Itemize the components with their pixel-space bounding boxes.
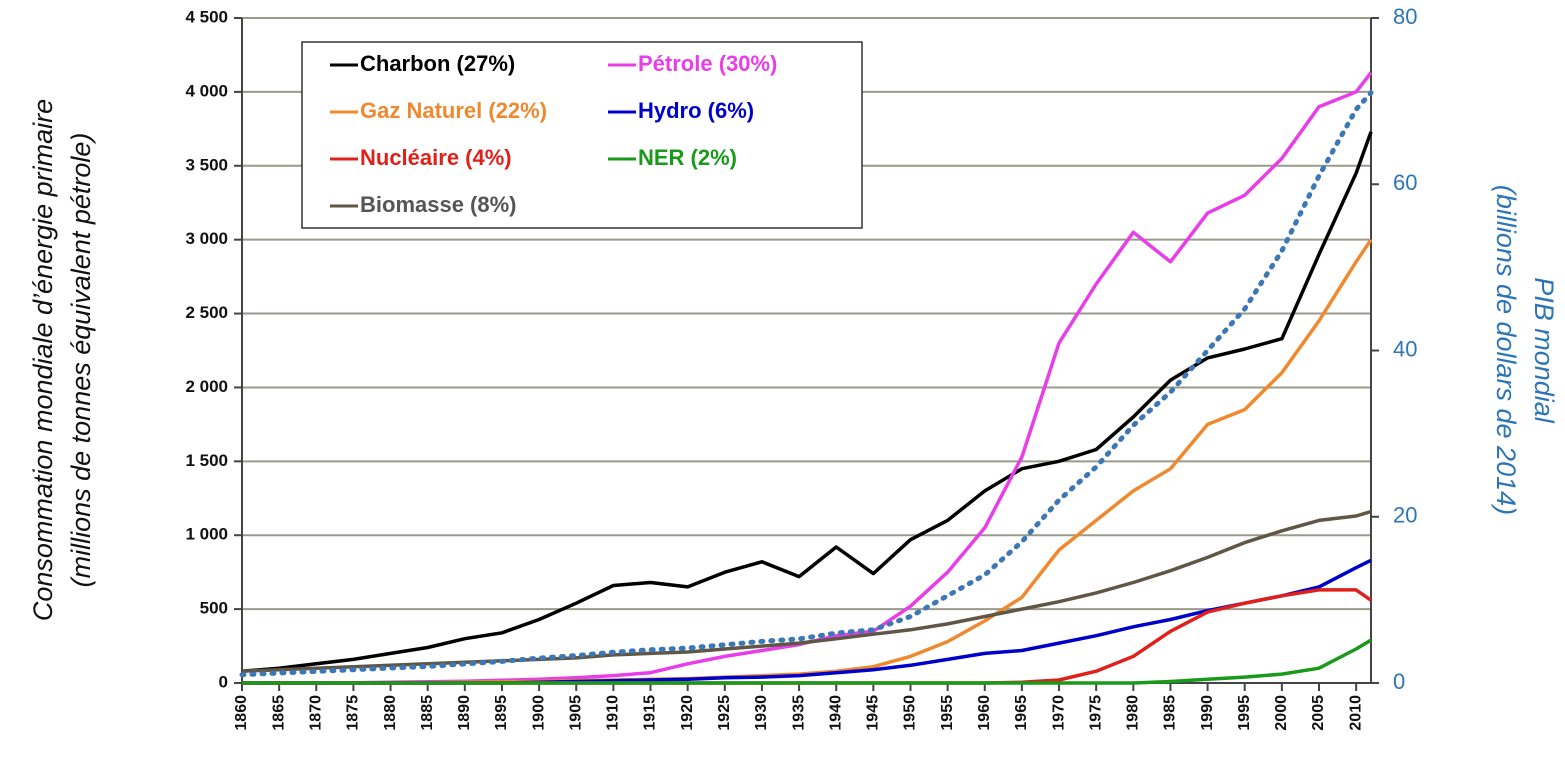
x-tick-label: 1875 bbox=[345, 695, 362, 731]
x-tick-label: 1965 bbox=[1013, 695, 1030, 731]
y-tick-label: 1 500 bbox=[185, 451, 228, 470]
legend-label: Gaz Naturel (22%) bbox=[360, 98, 547, 123]
y-tick-label: 500 bbox=[200, 599, 228, 618]
x-tick-label: 1980 bbox=[1125, 695, 1142, 731]
x-tick-label: 1960 bbox=[976, 695, 993, 731]
x-tick-label: 2000 bbox=[1273, 695, 1290, 731]
legend-label: NER (2%) bbox=[638, 145, 737, 170]
y-tick-label: 0 bbox=[219, 672, 228, 691]
y-tick-label: 1 000 bbox=[185, 525, 228, 544]
series-line bbox=[241, 131, 1373, 673]
x-tick-label: 1900 bbox=[530, 695, 547, 731]
x-tick-label: 1950 bbox=[902, 695, 919, 731]
x-tick-label: 1930 bbox=[753, 695, 770, 731]
y2-axis-title: (billions de dollars de 2014) bbox=[1491, 185, 1521, 515]
x-tick-label: 1955 bbox=[939, 695, 956, 731]
y2-tick-label: 0 bbox=[1393, 669, 1405, 694]
x-tick-label: 1910 bbox=[605, 695, 622, 731]
y-axis-title: Consommation mondiale d’énergie primaire bbox=[28, 99, 58, 621]
x-tick-label: 1970 bbox=[1050, 695, 1067, 731]
y2-tick-label: 40 bbox=[1393, 336, 1417, 361]
x-tick-label: 1985 bbox=[1162, 695, 1179, 731]
y2-tick-label: 20 bbox=[1393, 503, 1417, 528]
legend-label: Hydro (6%) bbox=[638, 98, 754, 123]
y-tick-label: 3 500 bbox=[185, 155, 228, 174]
y2-tick-label: 80 bbox=[1393, 4, 1417, 29]
x-tick-label: 1885 bbox=[419, 695, 436, 731]
legend-label: Pétrole (30%) bbox=[638, 51, 777, 76]
x-tick-label: 1945 bbox=[865, 695, 882, 731]
x-tick-label: 1880 bbox=[382, 695, 399, 731]
y-tick-label: 3 000 bbox=[185, 229, 228, 248]
x-tick-label: 1870 bbox=[307, 695, 324, 731]
x-tick-label: 2005 bbox=[1310, 695, 1327, 731]
x-tick-label: 2010 bbox=[1347, 695, 1364, 731]
x-tick-label: 1920 bbox=[679, 695, 696, 731]
x-tick-label: 1865 bbox=[270, 695, 287, 731]
x-tick-label: 1890 bbox=[456, 695, 473, 731]
y2-axis-title: PIB mondial bbox=[1529, 277, 1559, 424]
series-line bbox=[242, 638, 1372, 685]
y-axis-title: (millions de tonnes équivalent pétrole) bbox=[66, 133, 96, 588]
legend-label: Charbon (27%) bbox=[360, 51, 515, 76]
y-tick-label: 2 500 bbox=[185, 303, 228, 322]
y2-tick-label: 60 bbox=[1393, 170, 1417, 195]
legend-box bbox=[301, 41, 863, 229]
x-tick-label: 1925 bbox=[716, 695, 733, 731]
x-tick-label: 1975 bbox=[1087, 695, 1104, 731]
x-tick-label: 1995 bbox=[1236, 695, 1253, 731]
x-tick-label: 1940 bbox=[827, 695, 844, 731]
legend-label: Nucléaire (4%) bbox=[360, 145, 512, 170]
x-tick-label: 1895 bbox=[493, 695, 510, 731]
legend-label: Biomasse (8%) bbox=[360, 192, 517, 217]
dotted-line bbox=[239, 90, 1374, 678]
x-tick-label: 1860 bbox=[233, 695, 250, 731]
y-tick-label: 2 000 bbox=[185, 377, 228, 396]
x-tick-label: 1935 bbox=[790, 695, 807, 731]
x-tick-label: 1905 bbox=[567, 695, 584, 731]
y-tick-label: 4 500 bbox=[185, 7, 228, 26]
x-tick-label: 1990 bbox=[1199, 695, 1216, 731]
x-tick-label: 1915 bbox=[642, 695, 659, 731]
y-tick-label: 4 000 bbox=[185, 81, 228, 100]
